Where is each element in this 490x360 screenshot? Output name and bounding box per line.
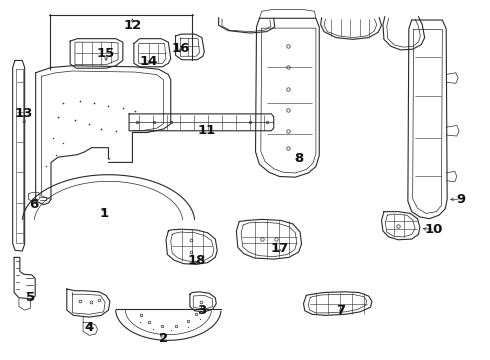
Text: 12: 12	[123, 19, 142, 32]
Text: 5: 5	[26, 291, 35, 304]
Text: 4: 4	[85, 321, 94, 334]
Text: 17: 17	[270, 242, 289, 255]
Text: 10: 10	[425, 223, 443, 236]
Text: 11: 11	[197, 124, 216, 137]
Text: 7: 7	[336, 304, 345, 317]
Text: 6: 6	[28, 198, 38, 211]
Text: 14: 14	[140, 55, 158, 68]
Text: 8: 8	[294, 152, 303, 165]
Text: 13: 13	[15, 107, 33, 120]
Text: 3: 3	[197, 303, 206, 316]
Text: 2: 2	[159, 332, 168, 345]
Text: 16: 16	[171, 42, 190, 55]
Text: 15: 15	[97, 47, 115, 60]
Text: 1: 1	[99, 207, 108, 220]
Text: 18: 18	[188, 255, 206, 267]
Text: 9: 9	[456, 193, 465, 206]
